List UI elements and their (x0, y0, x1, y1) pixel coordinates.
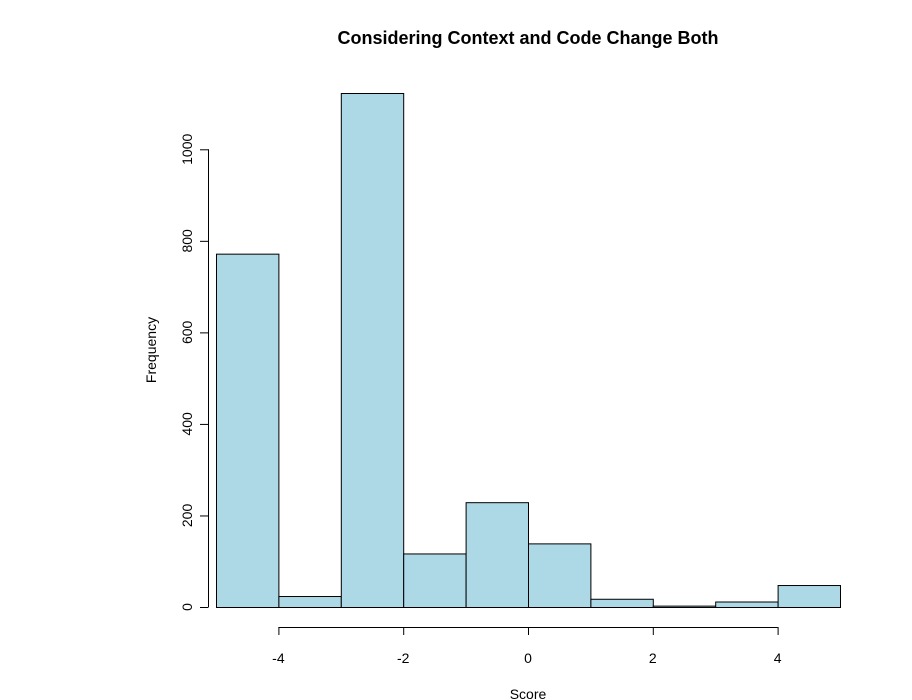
histogram-bar-5 (528, 543, 592, 608)
histogram-bar-3 (403, 553, 467, 608)
histogram-bar-2 (340, 93, 405, 608)
y-tick-label: 1000 (179, 134, 195, 165)
x-axis: -4 -2 0 2 4 (272, 627, 782, 666)
x-tick-label: 2 (649, 650, 657, 666)
x-tick-label: 0 (524, 650, 532, 666)
histogram-bar-4 (465, 502, 530, 608)
histogram-bar-7 (652, 605, 717, 608)
y-tick-label: 0 (179, 603, 195, 611)
x-tick-label: -4 (272, 650, 285, 666)
histogram-bar-8 (715, 601, 779, 608)
y-tick-label: 400 (179, 412, 195, 436)
y-tick-label: 800 (179, 229, 195, 253)
y-tick-label: 200 (179, 504, 195, 528)
chart-title: Considering Context and Code Change Both (338, 28, 719, 48)
histogram-bar-9 (777, 585, 841, 608)
y-tick-label: 600 (179, 320, 195, 344)
x-tick-label: 4 (774, 650, 782, 666)
histogram-bar-1 (278, 596, 342, 608)
bars-group (216, 93, 841, 609)
x-tick-label: -2 (397, 650, 410, 666)
y-axis-label: Frequency (143, 317, 159, 383)
y-axis: 0 200 400 600 800 1000 (179, 134, 209, 611)
histogram-bar-0 (216, 253, 280, 609)
histogram-bar-6 (590, 598, 654, 608)
x-axis-label: Score (510, 686, 547, 700)
